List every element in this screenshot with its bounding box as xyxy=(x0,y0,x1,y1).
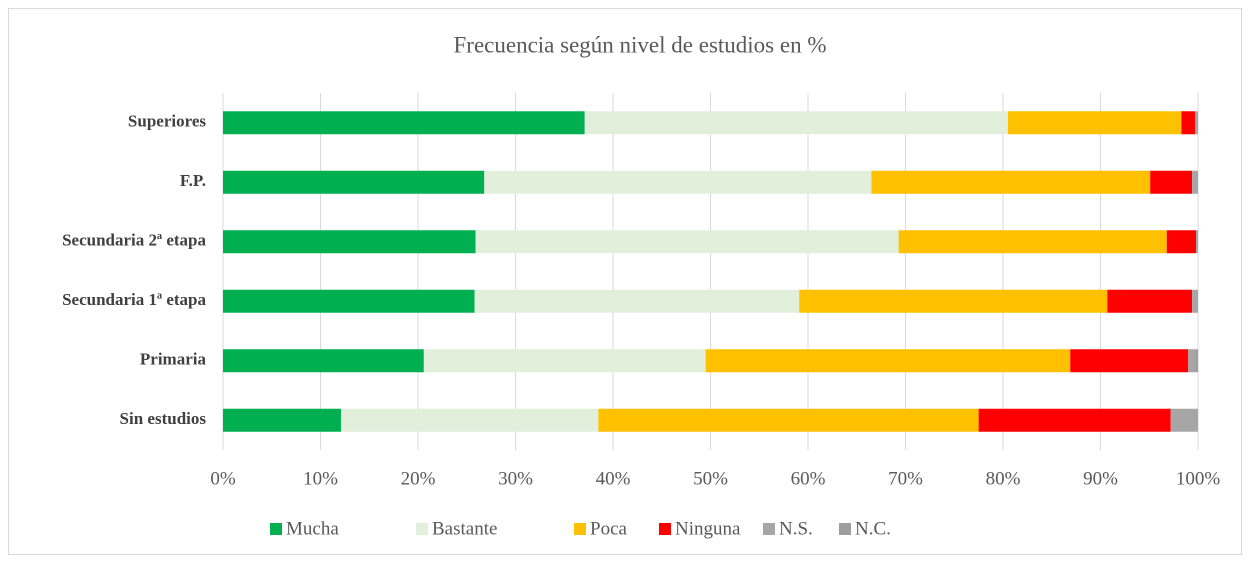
y-tick-label: Sin estudios xyxy=(120,409,207,428)
chart-border xyxy=(8,8,1242,555)
bar-segment xyxy=(475,230,899,254)
bar-segment xyxy=(584,111,1008,135)
x-tick-label: 90% xyxy=(1083,468,1118,489)
x-tick-label: 80% xyxy=(986,468,1021,489)
legend-label: Poca xyxy=(590,518,628,539)
chart-title: Frecuencia según nivel de estudios en % xyxy=(454,32,827,57)
legend-swatch xyxy=(659,523,671,535)
bar-segment xyxy=(1107,289,1193,313)
bar-segment xyxy=(340,408,599,432)
x-tick-label: 0% xyxy=(210,468,236,489)
bar-segment xyxy=(1007,111,1182,135)
bar-segment xyxy=(898,230,1167,254)
x-tick-label: 10% xyxy=(303,468,338,489)
bar-segment xyxy=(799,289,1108,313)
bar-segment xyxy=(223,230,476,254)
bar-segment xyxy=(1196,230,1198,254)
bar-segment xyxy=(223,408,341,432)
bar-segment xyxy=(1195,349,1198,373)
y-tick-label: Primaria xyxy=(140,350,207,369)
bar-segment xyxy=(423,349,706,373)
bar-segment xyxy=(978,408,1171,432)
bar-segment xyxy=(1192,170,1198,194)
bar-segment xyxy=(598,408,979,432)
x-tick-label: 70% xyxy=(888,468,923,489)
legend-swatch xyxy=(763,523,775,535)
bar-segment xyxy=(474,289,800,313)
bar-segment xyxy=(1166,230,1197,254)
x-tick-label: 100% xyxy=(1176,468,1221,489)
legend-label: Mucha xyxy=(286,518,339,539)
bar-segment xyxy=(223,349,424,373)
bar-segment xyxy=(223,170,485,194)
legend-label: N.S. xyxy=(779,518,813,539)
y-tick-label: Secundaria 1ª etapa xyxy=(62,290,206,309)
x-tick-label: 30% xyxy=(498,468,533,489)
y-tick-label: Superiores xyxy=(128,112,206,131)
bar-segment xyxy=(1170,408,1198,432)
y-tick-label: Secundaria 2ª etapa xyxy=(62,231,206,250)
legend-swatch xyxy=(270,523,282,535)
legend-swatch xyxy=(839,523,851,535)
x-tick-label: 40% xyxy=(596,468,631,489)
legend-label: Bastante xyxy=(432,518,497,539)
bar-segment xyxy=(1150,170,1193,194)
x-tick-label: 50% xyxy=(693,468,728,489)
bar-segment xyxy=(1181,111,1196,135)
x-tick-label: 60% xyxy=(791,468,826,489)
bar-segment xyxy=(871,170,1151,194)
bar-segment xyxy=(223,111,585,135)
legend-label: Ninguna xyxy=(675,518,741,539)
x-tick-label: 20% xyxy=(401,468,436,489)
legend-swatch xyxy=(416,523,428,535)
bar-segment xyxy=(1070,349,1189,373)
y-tick-label: F.P. xyxy=(180,171,206,190)
bar-segment xyxy=(1188,349,1196,373)
bar-segment xyxy=(1192,289,1198,313)
bar-segment xyxy=(1195,111,1198,135)
bar-segment xyxy=(705,349,1071,373)
legend-label: N.C. xyxy=(855,518,891,539)
bar-segment xyxy=(484,170,872,194)
bar-segment xyxy=(223,289,475,313)
legend-swatch xyxy=(574,523,586,535)
